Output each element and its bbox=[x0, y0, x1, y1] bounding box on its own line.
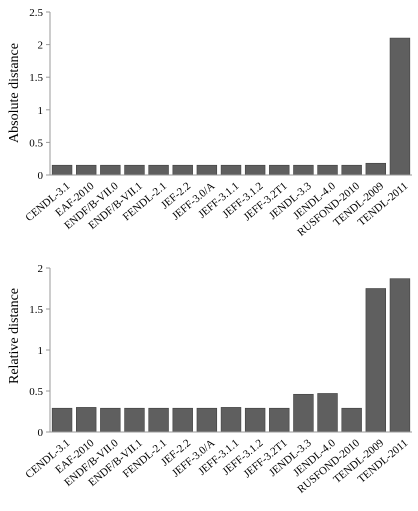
y-tick-label: 0.5 bbox=[29, 386, 43, 398]
bar bbox=[365, 162, 387, 176]
bar bbox=[51, 164, 73, 176]
y-tick-label: 0 bbox=[38, 170, 44, 182]
bar bbox=[148, 164, 169, 176]
bar bbox=[172, 164, 193, 176]
bar bbox=[51, 407, 73, 433]
y-tick-label: 2 bbox=[38, 40, 44, 52]
bar bbox=[76, 407, 97, 433]
y-tick-label: 0 bbox=[38, 427, 44, 439]
y-tick-label: 0.5 bbox=[29, 137, 43, 149]
y-axis-ticks: 0 0.5 1 1.5 2 2.5 bbox=[29, 7, 50, 182]
y-axis-title: Relative distance bbox=[7, 288, 22, 384]
bar bbox=[124, 407, 145, 433]
y-tick-label: 2 bbox=[38, 263, 44, 275]
bar bbox=[196, 164, 218, 176]
bar-series bbox=[51, 278, 411, 433]
y-axis-ticks: 0 0.5 1 1.5 2 bbox=[29, 263, 50, 439]
absolute-distance-chart: Absolute distance 0 0.5 1 1.5 2 2.5 CENDL-3.1… bbox=[7, 7, 412, 239]
bar bbox=[220, 164, 242, 176]
bar bbox=[220, 407, 242, 433]
bar bbox=[244, 407, 266, 433]
axis-frame bbox=[49, 12, 412, 176]
bar bbox=[341, 164, 362, 176]
bar bbox=[172, 407, 193, 433]
bar bbox=[196, 407, 218, 433]
x-axis-category-labels: CENDL-3.1EAF-2010ENDF/B-VII.0ENDF/B-VII.… bbox=[23, 180, 410, 239]
bar bbox=[269, 407, 290, 433]
bar-series bbox=[51, 37, 411, 176]
bar bbox=[389, 37, 411, 176]
bar bbox=[317, 393, 338, 433]
y-tick-label: 1 bbox=[38, 345, 44, 357]
y-tick-label: 1 bbox=[38, 105, 44, 117]
bar bbox=[269, 164, 290, 176]
bar bbox=[148, 407, 169, 433]
bar bbox=[341, 407, 362, 433]
y-tick-label: 2.5 bbox=[29, 7, 43, 19]
bar bbox=[76, 164, 97, 176]
bar bbox=[293, 393, 314, 433]
x-axis-category-labels: CENDL-3.1EAF-2010ENDF/B-VII.0ENDF/B-VII.… bbox=[23, 437, 410, 496]
bar bbox=[389, 278, 411, 433]
axis-frame bbox=[49, 268, 412, 433]
bar bbox=[100, 164, 121, 176]
y-axis-title: Absolute distance bbox=[7, 43, 22, 143]
relative-distance-chart: Relative distance 0 0.5 1 1.5 2 CENDL-3.1EAF… bbox=[7, 263, 412, 496]
bar bbox=[100, 407, 121, 433]
bar bbox=[124, 164, 145, 176]
y-tick-label: 1.5 bbox=[29, 72, 43, 84]
bar bbox=[317, 164, 338, 176]
bar bbox=[365, 288, 387, 433]
bar bbox=[293, 164, 314, 176]
y-tick-label: 1.5 bbox=[29, 304, 43, 316]
bar bbox=[244, 164, 266, 176]
